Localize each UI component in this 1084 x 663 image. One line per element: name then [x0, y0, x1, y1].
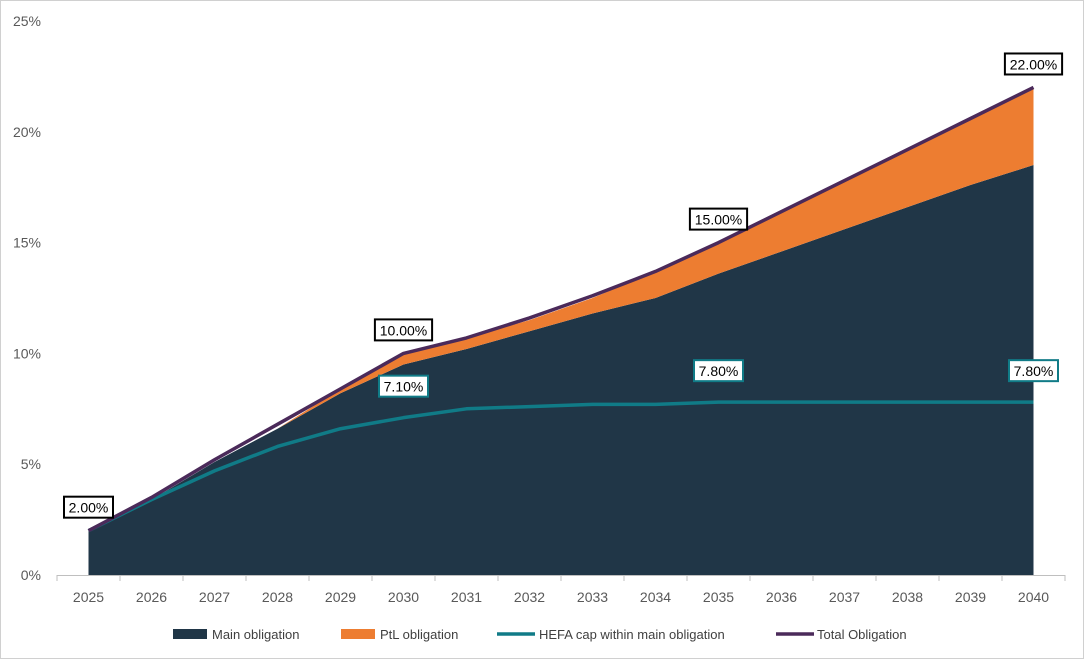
- legend-item-ptl-obligation: PtL obligation: [341, 627, 458, 642]
- legend-label: Main obligation: [212, 627, 299, 642]
- x-tick-label: 2025: [73, 589, 104, 605]
- x-tick-label: 2035: [703, 589, 734, 605]
- data-label-text: 7.10%: [384, 379, 424, 395]
- x-tick-label: 2038: [892, 589, 923, 605]
- y-tick-label: 15%: [13, 235, 41, 251]
- legend-label: HEFA cap within main obligation: [539, 627, 725, 642]
- data-label: 7.80%: [693, 359, 744, 383]
- line-hefa-cap-within-main-obligation: [87, 400, 1034, 533]
- y-tick-label: 25%: [13, 13, 41, 29]
- x-tick-label: 2029: [325, 589, 356, 605]
- y-tick-label: 20%: [13, 124, 41, 140]
- data-label: 2.00%: [63, 495, 114, 519]
- data-label-text: 7.80%: [699, 363, 739, 379]
- legend-label: PtL obligation: [380, 627, 458, 642]
- legend-item-main-obligation: Main obligation: [173, 627, 299, 642]
- data-label-box: [378, 374, 429, 398]
- x-tick-label: 2032: [514, 589, 545, 605]
- legend-swatch: [173, 629, 207, 639]
- x-tick-label: 2027: [199, 589, 230, 605]
- data-label: 15.00%: [688, 207, 749, 231]
- data-label-box: [1008, 359, 1059, 383]
- data-label-text: 2.00%: [69, 500, 109, 516]
- legend-item-total-obligation: Total Obligation: [776, 627, 907, 642]
- data-label-box: [1003, 52, 1064, 76]
- x-tick-label: 2034: [640, 589, 671, 605]
- x-tick-label: 2031: [451, 589, 482, 605]
- x-tick-label: 2040: [1018, 589, 1049, 605]
- x-tick-label: 2033: [577, 589, 608, 605]
- y-tick-label: 0%: [21, 567, 41, 583]
- y-tick-label: 5%: [21, 456, 41, 472]
- x-tick-label: 2039: [955, 589, 986, 605]
- x-tick-label: 2030: [388, 589, 419, 605]
- x-tick-label: 2028: [262, 589, 293, 605]
- data-label: 7.10%: [378, 374, 429, 398]
- data-label-box: [373, 318, 434, 342]
- y-tick-label: 10%: [13, 345, 41, 361]
- legend: Main obligation PtL obligation HEFA cap wi…: [173, 627, 907, 642]
- data-label-text: 10.00%: [380, 322, 427, 338]
- data-label-layer: 2.00% 10.00% 15.00% 22.00% 7.10% 7.80% 7.80%: [63, 52, 1064, 519]
- legend-label: Total Obligation: [817, 627, 907, 642]
- data-label-box: [63, 495, 114, 519]
- axes-layer: 2025 2026 2027 2028 2029 2030 2031 2032 2033 2034…: [13, 13, 1066, 605]
- legend-item-hefa-cap-within-main-obligation: HEFA cap within main obligation: [497, 627, 725, 642]
- line-layer: [87, 85, 1035, 533]
- data-label-box: [693, 359, 744, 383]
- legend-swatch: [341, 629, 375, 639]
- area-layer: [88, 87, 1034, 576]
- x-tick-label: 2036: [766, 589, 797, 605]
- data-label-text: 22.00%: [1010, 56, 1057, 72]
- data-label: 7.80%: [1008, 359, 1059, 383]
- x-tick-label: 2026: [136, 589, 167, 605]
- x-tick-label: 2037: [829, 589, 860, 605]
- data-label-text: 15.00%: [695, 212, 742, 228]
- line-total-obligation: [87, 85, 1035, 533]
- area-main-obligation: [88, 165, 1034, 576]
- data-label: 22.00%: [1003, 52, 1064, 76]
- data-label-box: [688, 207, 749, 231]
- data-label: 10.00%: [373, 318, 434, 342]
- data-label-text: 7.80%: [1014, 363, 1054, 379]
